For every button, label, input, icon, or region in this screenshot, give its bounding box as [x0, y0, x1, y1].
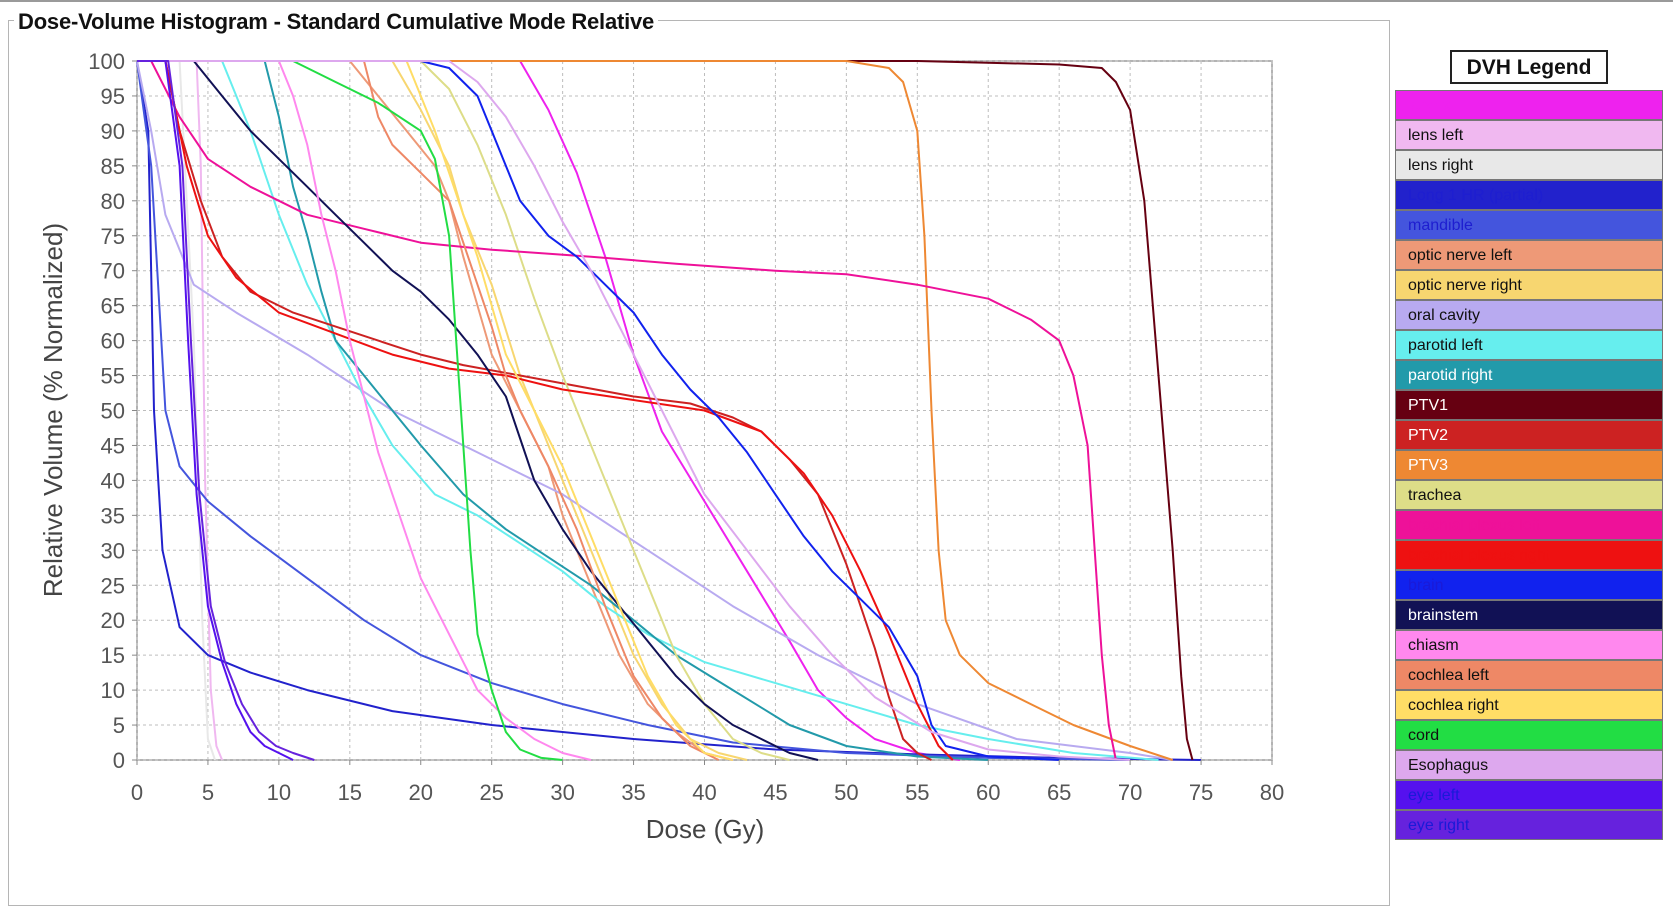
- legend-item-eye-left: eye left: [1395, 780, 1663, 810]
- y-tick-label: 80: [101, 189, 125, 214]
- y-tick-label: 65: [101, 294, 125, 319]
- y-tick-label: 10: [101, 678, 125, 703]
- chart-title: Dose-Volume Histogram - Standard Cumulat…: [14, 9, 659, 35]
- legend-item-esophagus: Esophagus: [1395, 750, 1663, 780]
- legend-item-optic-nerve-left: optic nerve left: [1395, 240, 1663, 270]
- window-top-border: [0, 0, 1673, 2]
- y-tick-label: 15: [101, 643, 125, 668]
- series-line-optic-nerve-left: [137, 60, 734, 761]
- series-lines: [136, 60, 1202, 761]
- series-line-brain: [137, 60, 1060, 761]
- series-line-mandible: [136, 60, 1131, 761]
- y-tick-label: 85: [101, 154, 125, 179]
- series-line-ptv1: [137, 60, 1194, 761]
- y-tick-label: 20: [101, 608, 125, 633]
- legend-item-eye-right: eye right: [1395, 810, 1663, 840]
- series-line-chiasm: [137, 60, 592, 761]
- series-line-long-1-hr-partial: [136, 60, 1202, 761]
- dvh-chart: 0 5 10 15 20 25 30 35 40 45 50 55 60 65 70 75 80 0 5 10 15 2…: [38, 49, 1284, 844]
- x-tick-label: 75: [1189, 780, 1213, 805]
- y-tick-label: 55: [101, 364, 125, 389]
- x-axis-ticks: 0 5 10 15 20 25 30 35 40 45 50 55 60 65 70 75 80: [131, 760, 1284, 805]
- y-axis-ticks: 0 5 10 15 20 25 30 35 40 45 50 55 60 65 70 75 80 85 90 95 10…: [88, 49, 137, 773]
- x-tick-label: 80: [1260, 780, 1284, 805]
- legend-item-trachea: trachea: [1395, 480, 1663, 510]
- series-line-cord: [137, 60, 563, 761]
- legend-item-lens-right: lens right: [1395, 150, 1663, 180]
- x-tick-label: 40: [692, 780, 716, 805]
- legend-item-oral-cavity: oral cavity: [1395, 300, 1663, 330]
- legend-item-long-1-hr-partial: Long 1 HR (partial): [1395, 180, 1663, 210]
- series-line-parotid-left: [137, 60, 1159, 761]
- series-line-eye-right: [137, 60, 315, 761]
- x-tick-label: 45: [763, 780, 787, 805]
- legend-item-brain: brain: [1395, 570, 1663, 600]
- y-tick-label: 40: [101, 468, 125, 493]
- x-axis-label: Dose (Gy): [646, 814, 764, 844]
- series-line-eye-left: [137, 60, 294, 761]
- x-tick-label: 65: [1047, 780, 1071, 805]
- x-tick-label: 50: [834, 780, 858, 805]
- x-tick-label: 20: [409, 780, 433, 805]
- legend-item-cord: cord: [1395, 720, 1663, 750]
- legend-item-chiasm: chiasm: [1395, 630, 1663, 660]
- y-axis-label: Relative Volume (% Normalized): [38, 223, 68, 597]
- x-tick-label: 30: [550, 780, 574, 805]
- x-tick-label: 0: [131, 780, 143, 805]
- y-tick-label: 95: [101, 84, 125, 109]
- legend-item-brainstem: brainstem: [1395, 600, 1663, 630]
- series-line-trachea: [137, 60, 790, 761]
- legend-item-ptv2: PTV2: [1395, 420, 1663, 450]
- y-tick-label: 35: [101, 503, 125, 528]
- series-line-oral-cavity: [136, 60, 1173, 761]
- x-tick-label: 25: [479, 780, 503, 805]
- y-tick-label: 60: [101, 329, 125, 354]
- series-line-larynx: [137, 60, 961, 761]
- legend-item-brachial-plexus-left: brachial plexus left: [1395, 510, 1663, 540]
- legend-item-cochlea-left: cochlea left: [1395, 660, 1663, 690]
- y-tick-label: 100: [88, 49, 125, 74]
- legend-title: DVH Legend: [1450, 50, 1608, 84]
- series-line-esophagus: [137, 60, 1131, 761]
- series-line-brainstem: [137, 60, 819, 761]
- legend-item-larynx: larynx: [1395, 90, 1663, 120]
- x-tick-label: 70: [1118, 780, 1142, 805]
- legend-items: larynx lens left lens right Long 1 HR (part…: [1395, 90, 1663, 840]
- series-line-ptv2: [137, 60, 932, 761]
- x-tick-label: 55: [905, 780, 929, 805]
- chart-panel: [8, 20, 1390, 906]
- y-tick-label: 50: [101, 399, 125, 424]
- legend-item-optic-nerve-right: optic nerve right: [1395, 270, 1663, 300]
- y-tick-label: 0: [113, 748, 125, 773]
- y-tick-label: 90: [101, 119, 125, 144]
- y-tick-label: 45: [101, 433, 125, 458]
- x-tick-label: 10: [267, 780, 291, 805]
- x-tick-label: 15: [338, 780, 362, 805]
- y-tick-label: 5: [113, 713, 125, 738]
- y-tick-label: 25: [101, 573, 125, 598]
- legend-item-parotid-left: parotid left: [1395, 330, 1663, 360]
- series-line-brachial-plexus-right: [137, 60, 954, 761]
- series-line-cochlea-left: [137, 60, 720, 761]
- legend-item-lens-left: lens left: [1395, 120, 1663, 150]
- y-tick-label: 75: [101, 224, 125, 249]
- x-tick-label: 5: [202, 780, 214, 805]
- legend-item-cochlea-right: cochlea right: [1395, 690, 1663, 720]
- legend-item-ptv1: PTV1: [1395, 390, 1663, 420]
- series-line-brachial-plexus-left: [137, 60, 1117, 761]
- series-line-ptv3: [137, 60, 1174, 761]
- legend-item-mandible: mandible: [1395, 210, 1663, 240]
- y-tick-label: 30: [101, 538, 125, 563]
- series-line-cochlea-right: [137, 60, 734, 761]
- legend-item-parotid-right: parotid right: [1395, 360, 1663, 390]
- series-line-optic-nerve-right: [137, 60, 748, 761]
- legend-item-ptv3: PTV3: [1395, 450, 1663, 480]
- legend-item-brachial-plexus-right: brachial plexus right: [1395, 540, 1663, 570]
- series-line-parotid-right: [137, 60, 989, 761]
- x-tick-label: 60: [976, 780, 1000, 805]
- y-tick-label: 70: [101, 259, 125, 284]
- x-tick-label: 35: [621, 780, 645, 805]
